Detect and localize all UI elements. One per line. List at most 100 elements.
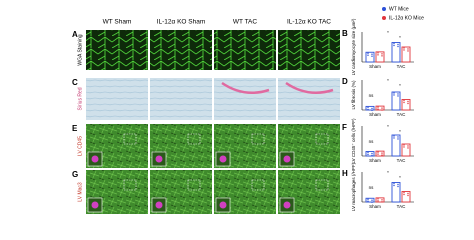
y-axis-label: LV fibrosis (%)	[351, 80, 356, 109]
dot	[407, 100, 409, 103]
bar	[365, 51, 375, 63]
row-label: LV Mac3	[77, 182, 83, 202]
dot	[367, 153, 369, 156]
row-label: Sirius Red	[77, 87, 83, 110]
dot	[381, 152, 383, 154]
bar	[401, 46, 411, 63]
bar	[391, 42, 401, 63]
significance: *	[387, 78, 389, 83]
x-tick-label: TAC	[397, 158, 406, 163]
micrograph	[150, 78, 212, 120]
dot	[403, 144, 405, 146]
panel-letter: E	[72, 124, 78, 133]
dot	[377, 200, 379, 202]
legend-dot	[382, 16, 386, 20]
micrograph	[86, 30, 148, 70]
dot	[403, 191, 405, 194]
x-tick-label: TAC	[397, 204, 406, 209]
dot	[367, 108, 369, 111]
dot	[393, 182, 395, 185]
dot	[407, 147, 409, 149]
dot	[393, 94, 395, 96]
dot	[377, 54, 379, 56]
x-tick-label: Sham	[369, 158, 381, 163]
dot	[397, 45, 399, 48]
bar	[365, 197, 375, 203]
dot	[397, 183, 399, 186]
dot	[377, 198, 379, 200]
column-header: IL-12α KO TAC	[287, 19, 331, 26]
dot	[381, 55, 383, 57]
dot	[371, 199, 373, 201]
zoom-box	[123, 133, 137, 145]
inset-cell	[155, 201, 163, 209]
significance: *	[399, 129, 401, 134]
dot	[367, 198, 369, 200]
y-axis-label: LV CD45⁺ cells (/HPF)	[351, 118, 356, 164]
panel-letter: G	[72, 170, 78, 179]
panel-letter: B	[342, 29, 348, 38]
inset-cell	[283, 201, 291, 209]
dot	[371, 154, 373, 157]
inset-cell	[219, 201, 227, 209]
zoom-box	[315, 133, 329, 145]
bar	[391, 91, 401, 111]
zoom-box	[315, 179, 329, 191]
dot	[407, 192, 409, 195]
micrograph	[214, 30, 276, 70]
fibrosis-streak	[285, 81, 334, 95]
x-tick-label: Sham	[369, 204, 381, 209]
bar	[401, 143, 411, 157]
dot	[367, 106, 369, 109]
dot	[381, 53, 383, 55]
dot	[371, 55, 373, 57]
y-axis-label: LV cardiomyocyte size (μm²)	[351, 18, 356, 75]
panel-letter: H	[342, 169, 348, 178]
row-label: LV CD45	[77, 136, 83, 156]
dot	[381, 201, 383, 203]
inset-cell	[283, 155, 291, 163]
dot	[367, 52, 369, 54]
dot	[371, 53, 373, 55]
dot	[393, 135, 395, 137]
dot	[407, 48, 409, 50]
dot	[407, 102, 409, 105]
dot	[407, 145, 409, 147]
dot	[393, 42, 395, 45]
zoom-box	[123, 179, 137, 191]
column-header: IL-12α KO Sham	[157, 19, 206, 26]
x-tick-label: TAC	[397, 112, 406, 117]
figure: WT Sham IL-12α KO Sham WT TAC IL-12α KO TAC…	[72, 6, 424, 214]
dot	[407, 194, 409, 197]
dot	[381, 109, 383, 111]
significance: ns	[369, 185, 375, 190]
dot	[403, 99, 405, 102]
dot	[377, 151, 379, 153]
significance: *	[399, 175, 401, 180]
dot	[403, 146, 405, 148]
y-axis-label: LV macrophages (/HPF)	[351, 162, 356, 211]
zoom-box	[251, 133, 265, 145]
dot	[381, 107, 383, 109]
significance: *	[399, 35, 401, 40]
bar	[375, 150, 385, 157]
bar	[401, 191, 411, 203]
significance: ns	[369, 139, 375, 144]
x-tick-label: Sham	[369, 112, 381, 117]
x-tick-label: TAC	[397, 64, 406, 69]
significance: *	[387, 124, 389, 129]
dot	[381, 199, 383, 201]
bar-charts: WT Mice IL-12α KO Mice B LV cardiomyocyte s…	[342, 6, 424, 211]
inset-cell	[91, 155, 99, 163]
dot	[377, 153, 379, 155]
micrograph	[150, 30, 212, 70]
dot	[393, 137, 395, 139]
bar	[391, 182, 401, 203]
column-header: WT TAC	[233, 19, 258, 26]
column-header: WT Sham	[103, 19, 132, 26]
dot	[367, 54, 369, 56]
dot	[397, 93, 399, 95]
bar	[365, 151, 375, 157]
dot	[371, 107, 373, 110]
bar	[365, 105, 375, 111]
